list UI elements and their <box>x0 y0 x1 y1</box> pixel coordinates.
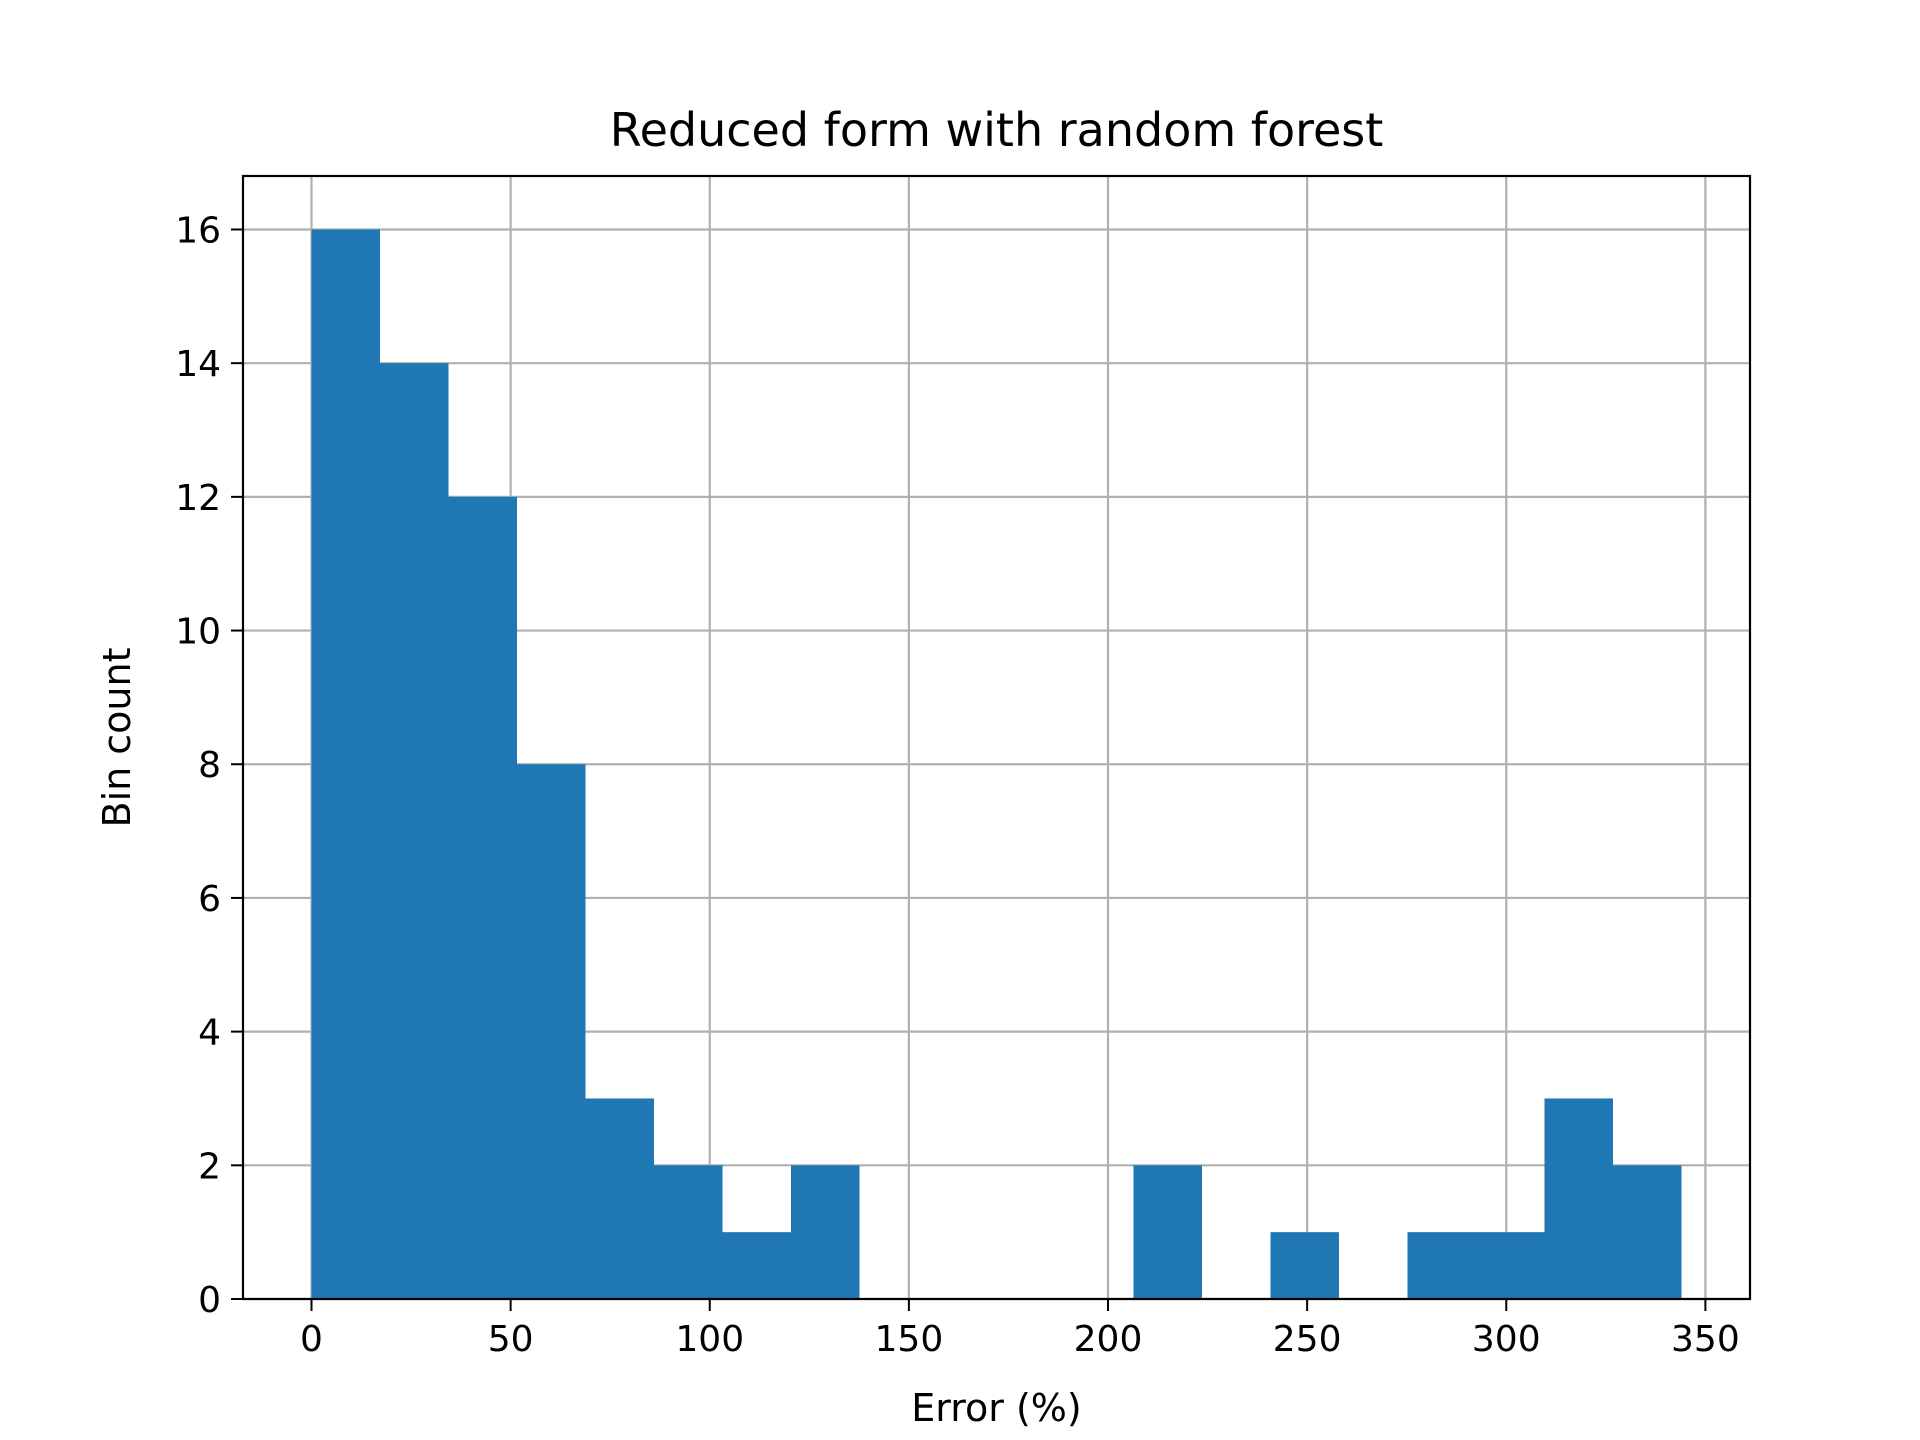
x-tick-label: 350 <box>1671 1319 1740 1360</box>
x-axis-label: Error (%) <box>911 1386 1081 1430</box>
x-tick-label: 300 <box>1472 1319 1541 1360</box>
x-tick-label: 0 <box>300 1319 323 1360</box>
y-tick-label: 6 <box>198 879 221 920</box>
histogram-bar <box>311 229 380 1299</box>
chart-title: Reduced form with random forest <box>610 103 1384 157</box>
histogram-bar <box>1613 1165 1682 1299</box>
x-axis-ticks: 0 50 100 150 200 250 300 350 <box>300 1299 1740 1360</box>
y-axis-ticks: 0 2 4 6 8 10 12 14 16 <box>175 210 243 1321</box>
x-tick-label: 250 <box>1273 1319 1342 1360</box>
x-tick-label: 100 <box>675 1319 744 1360</box>
y-tick-label: 4 <box>198 1013 221 1054</box>
plot-frame <box>241 174 1752 1301</box>
histogram-bar <box>1407 1232 1476 1299</box>
y-axis-label: Bin count <box>95 648 139 828</box>
y-tick-label: 2 <box>198 1146 221 1187</box>
y-tick-label: 8 <box>198 745 221 786</box>
histogram-bar <box>1476 1232 1545 1299</box>
x-tick-label: 50 <box>488 1319 534 1360</box>
y-tick-label: 0 <box>198 1280 221 1321</box>
histogram-bar <box>722 1232 791 1299</box>
histogram-bar <box>517 764 586 1299</box>
x-tick-label: 200 <box>1074 1319 1143 1360</box>
histogram-bar <box>1544 1098 1613 1299</box>
y-tick-label: 16 <box>175 210 221 251</box>
histogram-bar <box>448 496 517 1299</box>
histogram-bar <box>380 363 449 1300</box>
histogram-bar <box>1133 1165 1202 1299</box>
y-tick-label: 10 <box>175 612 221 653</box>
histogram-bar <box>1270 1232 1339 1299</box>
y-tick-label: 12 <box>175 478 221 519</box>
histogram-bar <box>791 1165 860 1299</box>
y-tick-label: 14 <box>175 344 221 385</box>
histogram-bar <box>585 1098 654 1299</box>
histogram-bars <box>311 229 1682 1300</box>
histogram-bar <box>654 1165 723 1299</box>
x-tick-label: 150 <box>875 1319 944 1360</box>
